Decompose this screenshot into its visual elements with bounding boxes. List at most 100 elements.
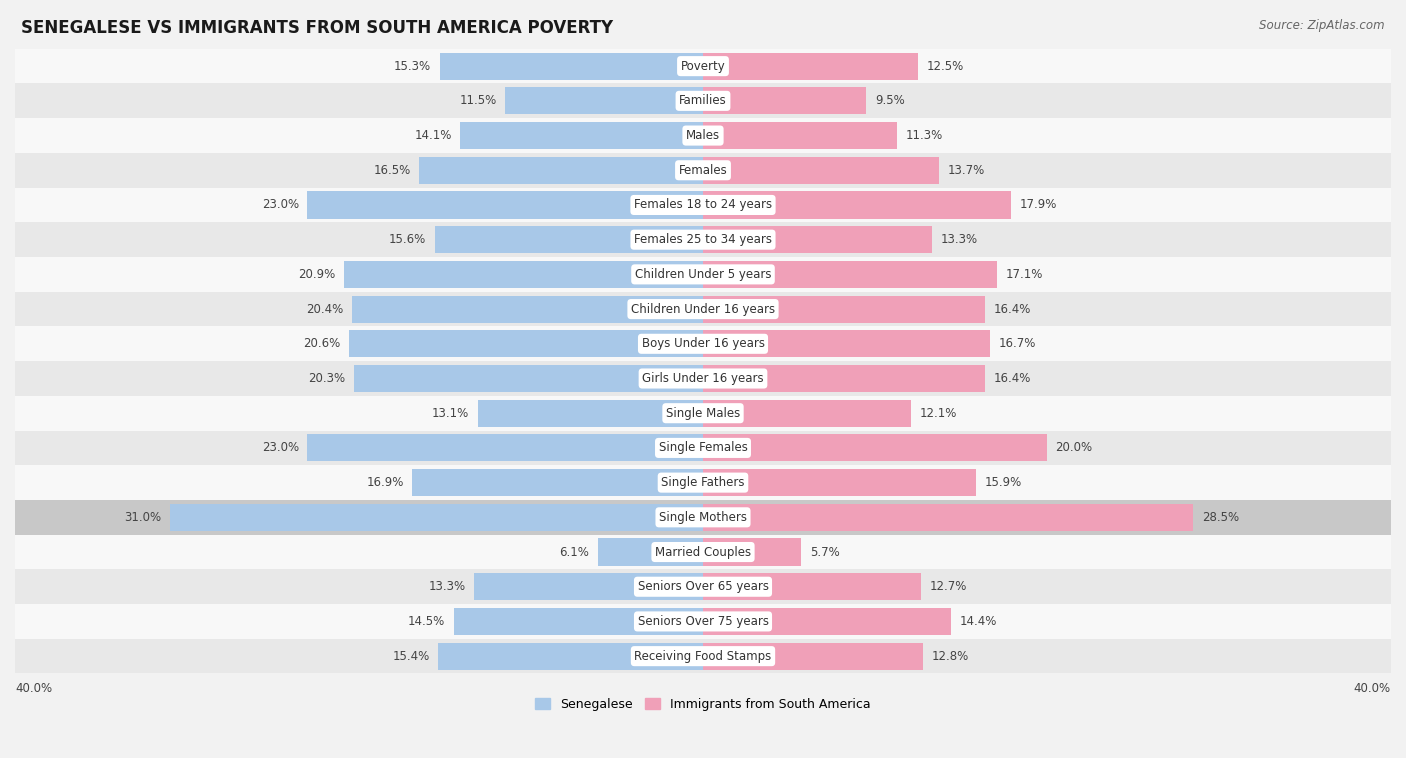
Bar	[308, 192, 703, 218]
Bar	[15, 118, 1391, 153]
Text: 11.5%: 11.5%	[460, 94, 496, 108]
Bar	[454, 608, 703, 635]
Bar	[703, 261, 997, 288]
Text: 15.4%: 15.4%	[392, 650, 429, 662]
Text: Families: Families	[679, 94, 727, 108]
Bar	[703, 399, 911, 427]
Bar	[703, 434, 1047, 462]
Bar	[343, 261, 703, 288]
Text: 17.9%: 17.9%	[1019, 199, 1057, 211]
Text: 23.0%: 23.0%	[262, 199, 299, 211]
Bar	[703, 538, 801, 565]
Bar	[15, 604, 1391, 639]
Text: 11.3%: 11.3%	[905, 129, 943, 142]
Text: 12.5%: 12.5%	[927, 60, 965, 73]
Text: Males: Males	[686, 129, 720, 142]
Bar	[15, 83, 1391, 118]
Text: 13.3%: 13.3%	[941, 233, 977, 246]
Bar	[703, 330, 990, 357]
Bar	[598, 538, 703, 565]
Bar	[15, 222, 1391, 257]
Text: Females 25 to 34 years: Females 25 to 34 years	[634, 233, 772, 246]
Text: 14.1%: 14.1%	[415, 129, 451, 142]
Bar	[15, 188, 1391, 222]
Bar	[703, 192, 1011, 218]
Bar	[15, 49, 1391, 83]
Text: 20.9%: 20.9%	[298, 268, 335, 281]
Bar	[703, 573, 921, 600]
Text: Females 18 to 24 years: Females 18 to 24 years	[634, 199, 772, 211]
Text: SENEGALESE VS IMMIGRANTS FROM SOUTH AMERICA POVERTY: SENEGALESE VS IMMIGRANTS FROM SOUTH AMER…	[21, 19, 613, 37]
Bar	[505, 87, 703, 114]
Bar	[703, 608, 950, 635]
Bar	[478, 399, 703, 427]
Text: Single Males: Single Males	[666, 407, 740, 420]
Text: 16.4%: 16.4%	[994, 302, 1031, 315]
Bar	[703, 296, 986, 323]
Text: 20.0%: 20.0%	[1056, 441, 1092, 454]
Text: Single Fathers: Single Fathers	[661, 476, 745, 489]
Text: 13.1%: 13.1%	[432, 407, 470, 420]
Text: Boys Under 16 years: Boys Under 16 years	[641, 337, 765, 350]
Bar	[352, 296, 703, 323]
Text: Seniors Over 65 years: Seniors Over 65 years	[637, 580, 769, 594]
Bar	[703, 469, 977, 496]
Text: 40.0%: 40.0%	[15, 682, 52, 695]
Bar	[703, 52, 918, 80]
Bar	[15, 327, 1391, 361]
Text: 5.7%: 5.7%	[810, 546, 839, 559]
Bar	[349, 330, 703, 357]
Text: Girls Under 16 years: Girls Under 16 years	[643, 372, 763, 385]
Text: Females: Females	[679, 164, 727, 177]
Text: 17.1%: 17.1%	[1005, 268, 1043, 281]
Bar	[439, 643, 703, 669]
Bar	[440, 52, 703, 80]
Text: 20.6%: 20.6%	[302, 337, 340, 350]
Text: 16.7%: 16.7%	[998, 337, 1036, 350]
Text: 31.0%: 31.0%	[124, 511, 162, 524]
Bar	[15, 153, 1391, 188]
Bar	[461, 122, 703, 149]
Text: Children Under 16 years: Children Under 16 years	[631, 302, 775, 315]
Text: 28.5%: 28.5%	[1202, 511, 1239, 524]
Text: Poverty: Poverty	[681, 60, 725, 73]
Bar	[15, 396, 1391, 431]
Text: 20.4%: 20.4%	[307, 302, 343, 315]
Bar	[15, 292, 1391, 327]
Bar	[703, 643, 924, 669]
Bar	[419, 157, 703, 183]
Bar	[15, 431, 1391, 465]
Bar	[703, 87, 866, 114]
Text: Receiving Food Stamps: Receiving Food Stamps	[634, 650, 772, 662]
Bar	[15, 500, 1391, 534]
Bar	[703, 157, 939, 183]
Text: 13.7%: 13.7%	[948, 164, 984, 177]
Text: Single Mothers: Single Mothers	[659, 511, 747, 524]
Bar	[354, 365, 703, 392]
Text: Seniors Over 75 years: Seniors Over 75 years	[637, 615, 769, 628]
Text: 15.9%: 15.9%	[986, 476, 1022, 489]
Text: Children Under 5 years: Children Under 5 years	[634, 268, 772, 281]
Text: Married Couples: Married Couples	[655, 546, 751, 559]
Text: 40.0%: 40.0%	[1354, 682, 1391, 695]
Bar	[170, 504, 703, 531]
Text: 23.0%: 23.0%	[262, 441, 299, 454]
Bar	[434, 226, 703, 253]
Bar	[15, 639, 1391, 674]
Bar	[15, 534, 1391, 569]
Text: 12.8%: 12.8%	[932, 650, 969, 662]
Bar	[308, 434, 703, 462]
Bar	[15, 569, 1391, 604]
Bar	[703, 365, 986, 392]
Legend: Senegalese, Immigrants from South America: Senegalese, Immigrants from South Americ…	[530, 693, 876, 716]
Text: 16.4%: 16.4%	[994, 372, 1031, 385]
Text: Single Females: Single Females	[658, 441, 748, 454]
Text: 13.3%: 13.3%	[429, 580, 465, 594]
Text: 15.6%: 15.6%	[389, 233, 426, 246]
Text: 15.3%: 15.3%	[394, 60, 432, 73]
Bar	[703, 122, 897, 149]
Bar	[703, 504, 1194, 531]
Text: 20.3%: 20.3%	[308, 372, 346, 385]
Bar	[703, 226, 932, 253]
Text: 12.7%: 12.7%	[929, 580, 967, 594]
